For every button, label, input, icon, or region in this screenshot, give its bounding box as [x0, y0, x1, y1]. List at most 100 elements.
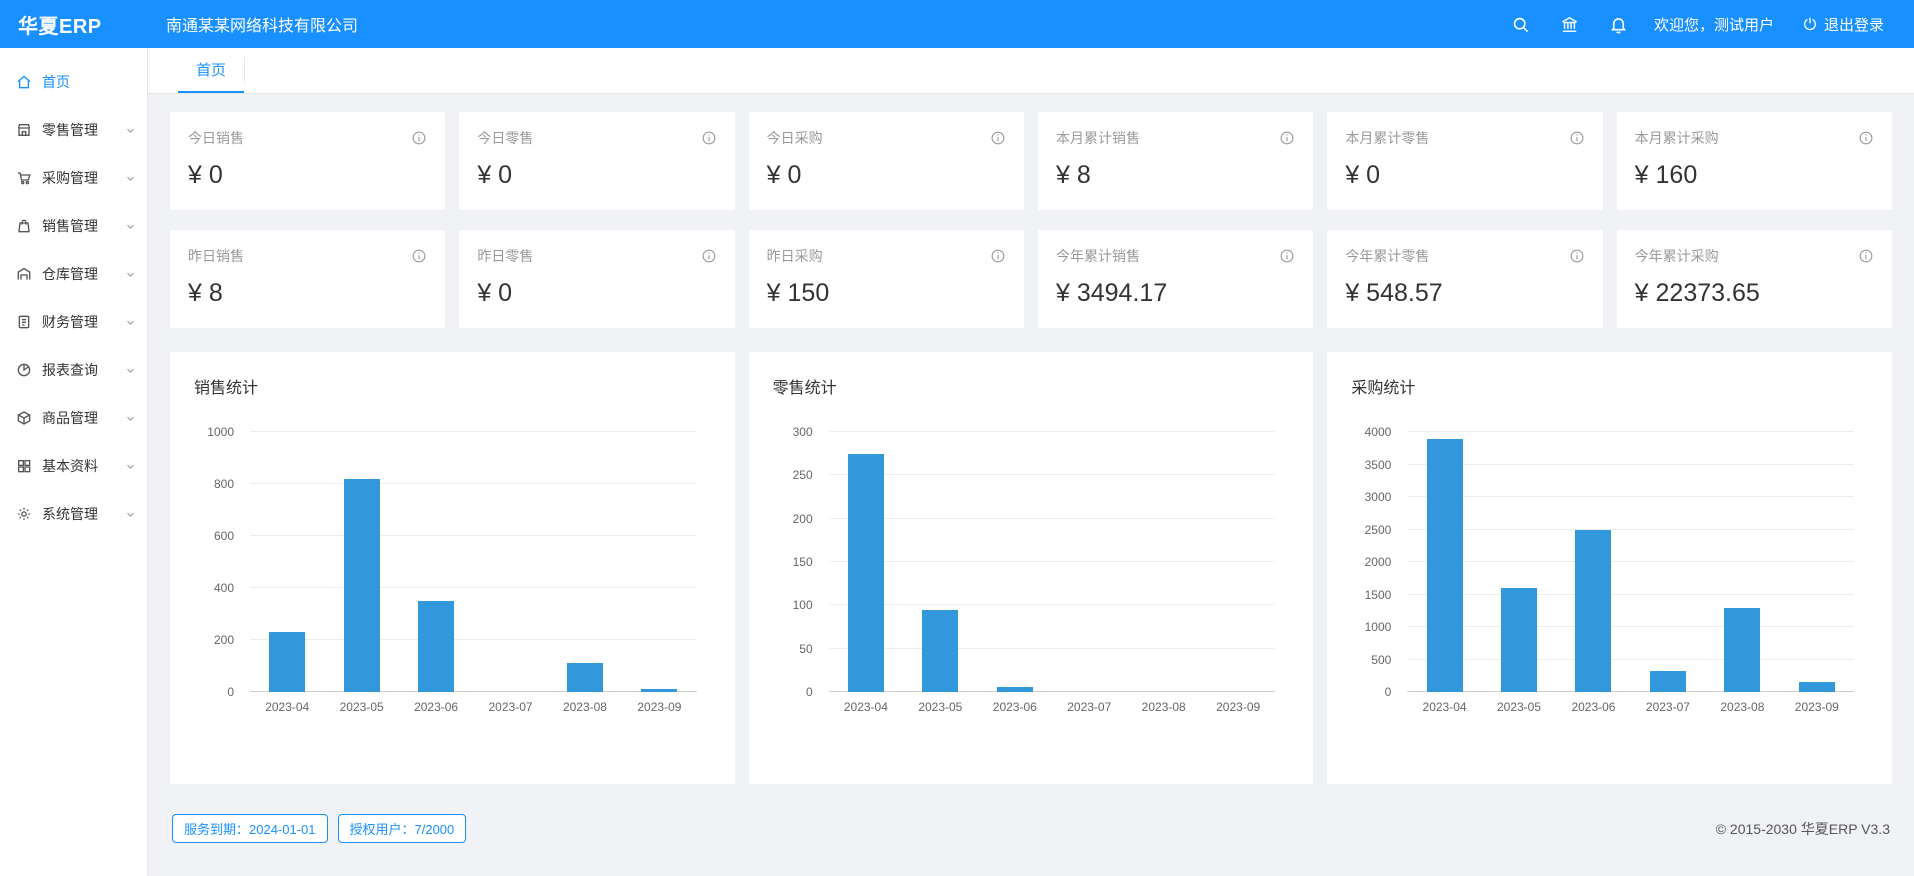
- cart-icon: [16, 170, 32, 186]
- bar-2023-08[interactable]: [1724, 607, 1761, 692]
- bar-2023-06[interactable]: [418, 601, 455, 692]
- info-icon[interactable]: [411, 130, 427, 146]
- x-tick-label: 2023-04: [1422, 700, 1467, 714]
- sidebar-item-label: 仓库管理: [42, 266, 98, 282]
- info-icon[interactable]: [1569, 248, 1585, 264]
- x-tick-label: 2023-08: [1720, 700, 1765, 714]
- bell-icon[interactable]: [1609, 15, 1628, 34]
- sidebar-item-system[interactable]: 系统管理: [0, 490, 147, 538]
- stat-value: ¥ 0: [188, 161, 223, 189]
- sidebar-item-home[interactable]: 首页: [0, 58, 147, 106]
- stat-card-header: 本月累计采购: [1635, 128, 1874, 148]
- sidebar-item-label: 零售管理: [42, 122, 98, 138]
- sidebar-item-label: 报表查询: [42, 362, 98, 378]
- search-icon[interactable]: [1511, 15, 1530, 34]
- sidebar-item-basic[interactable]: 基本资料: [0, 442, 147, 490]
- footer: 服务到期：2024-01-01 授权用户：7/2000 © 2015-2030 华…: [170, 814, 1892, 843]
- info-icon[interactable]: [1569, 130, 1585, 146]
- sidebar-item-purchase[interactable]: 采购管理: [0, 154, 147, 202]
- info-icon[interactable]: [411, 248, 427, 264]
- chart-card-1: 零售统计 0 50 100 150 200 250 300 2023-04 2023-05 2023…: [748, 352, 1314, 784]
- y-tick-label: 50: [799, 641, 813, 656]
- gridline: [1407, 496, 1854, 497]
- bar-slot: [1407, 432, 1481, 692]
- bar-slot: [903, 432, 977, 692]
- y-axis: 0 500 1000 1500 2000 2500 3000 3500 4000: [1351, 425, 1399, 699]
- bar-2023-07[interactable]: [1649, 670, 1686, 692]
- stat-card-9: 今年累计销售 ¥ 3494.17: [1038, 230, 1314, 328]
- tab-divider: [244, 57, 246, 83]
- info-icon[interactable]: [1858, 130, 1874, 146]
- bar-2023-09[interactable]: [641, 689, 678, 692]
- info-icon[interactable]: [1279, 130, 1295, 146]
- bar-2023-09[interactable]: [1798, 682, 1835, 692]
- info-icon[interactable]: [1279, 248, 1295, 264]
- sidebar-item-finance[interactable]: 财务管理: [0, 298, 147, 346]
- chart-body: 0 500 1000 1500 2000 2500 3000 3500 4000 2023-04 2…: [1351, 425, 1868, 762]
- stat-label: 昨日零售: [477, 248, 534, 264]
- x-axis: 2023-04 2023-05 2023-06 2023-07 2023-08 2023-…: [829, 700, 1276, 714]
- bar-slot: [829, 432, 903, 692]
- footer-badge-1[interactable]: 授权用户：7/2000: [337, 814, 467, 843]
- stat-value: ¥ 160: [1634, 161, 1698, 189]
- x-axis: 2023-04 2023-05 2023-06 2023-07 2023-08 2023-…: [1407, 700, 1854, 714]
- x-tick-label: 2023-08: [562, 700, 607, 714]
- bar-2023-04[interactable]: [269, 632, 306, 692]
- bar-slot: [548, 432, 622, 692]
- info-icon[interactable]: [701, 130, 717, 146]
- stat-value: ¥ 548.57: [1345, 279, 1443, 307]
- chevron-down-icon: [124, 412, 137, 425]
- chevron-down-icon: [124, 364, 137, 377]
- gear-icon: [16, 506, 32, 522]
- stat-card-0: 今日销售 ¥ 0: [170, 112, 446, 210]
- chart-card-2: 采购统计 0 500 1000 1500 2000 2500 3000 3500 4000 2023…: [1327, 352, 1892, 784]
- bar-2023-05[interactable]: [922, 609, 959, 692]
- bar-2023-08[interactable]: [566, 663, 603, 692]
- bar-2023-04[interactable]: [847, 453, 884, 692]
- gridline: [250, 691, 697, 692]
- welcome-text: 欢迎您，测试用户: [1653, 16, 1774, 34]
- gridline: [828, 691, 1276, 692]
- gridline: [250, 587, 697, 588]
- info-icon[interactable]: [990, 248, 1006, 264]
- x-tick-label: 2023-04: [265, 700, 310, 714]
- stat-card-header: 今年累计采购: [1635, 246, 1874, 266]
- logout-button[interactable]: 退出登录: [1802, 14, 1884, 35]
- chart-title: 采购统计: [1351, 380, 1416, 397]
- app-logo[interactable]: 华夏ERP: [18, 15, 102, 38]
- sidebar-item-retail[interactable]: 零售管理: [0, 106, 147, 154]
- sidebar-item-reports[interactable]: 报表查询: [0, 346, 147, 394]
- bar-2023-06[interactable]: [996, 686, 1033, 692]
- bar-2023-05[interactable]: [1501, 588, 1537, 692]
- stat-label: 今日采购: [766, 130, 823, 146]
- gridline: [250, 639, 697, 640]
- plot-area: [828, 431, 1276, 692]
- info-icon[interactable]: [701, 248, 717, 264]
- bar-2023-05[interactable]: [343, 478, 380, 692]
- page-body: 首页零售管理采购管理 销售管理仓库管理财务管理报表查询商品管理 基本资料 系统管理 首…: [0, 48, 1914, 876]
- bar-slot: [1126, 432, 1200, 692]
- bar-2023-04[interactable]: [1426, 438, 1463, 692]
- info-icon[interactable]: [1858, 248, 1874, 264]
- sidebar-item-sales[interactable]: 销售管理: [0, 202, 147, 250]
- gridline: [1407, 658, 1854, 660]
- info-icon[interactable]: [990, 130, 1006, 146]
- x-tick-label: 2023-06: [414, 700, 459, 714]
- stat-value: ¥ 150: [766, 279, 830, 307]
- tab-home[interactable]: 首页: [178, 48, 245, 93]
- sidebar-menu: 首页零售管理采购管理 销售管理仓库管理财务管理报表查询商品管理 基本资料 系统管理: [0, 58, 147, 538]
- stat-value: ¥ 3494.17: [1056, 279, 1168, 307]
- bank-icon[interactable]: [1560, 15, 1579, 34]
- footer-badge-0[interactable]: 服务到期：2024-01-01: [172, 814, 328, 843]
- y-tick-label: 1500: [1364, 587, 1392, 602]
- sidebar-item-warehouse[interactable]: 仓库管理: [0, 250, 147, 298]
- charts-grid: 销售统计 0 200 400 600 800 1000 2023-04 2023-05 2023-…: [170, 352, 1892, 784]
- gridline: [828, 561, 1276, 562]
- y-tick-label: 150: [792, 555, 813, 569]
- gridline: [250, 431, 697, 432]
- bar-2023-06[interactable]: [1575, 529, 1612, 692]
- sidebar-item-goods[interactable]: 商品管理: [0, 394, 147, 442]
- y-tick-label: 2500: [1364, 522, 1392, 537]
- sidebar: 首页零售管理采购管理 销售管理仓库管理财务管理报表查询商品管理 基本资料 系统管理: [0, 48, 148, 876]
- chart-card-0: 销售统计 0 200 400 600 800 1000 2023-04 2023-05 2023-…: [170, 352, 735, 784]
